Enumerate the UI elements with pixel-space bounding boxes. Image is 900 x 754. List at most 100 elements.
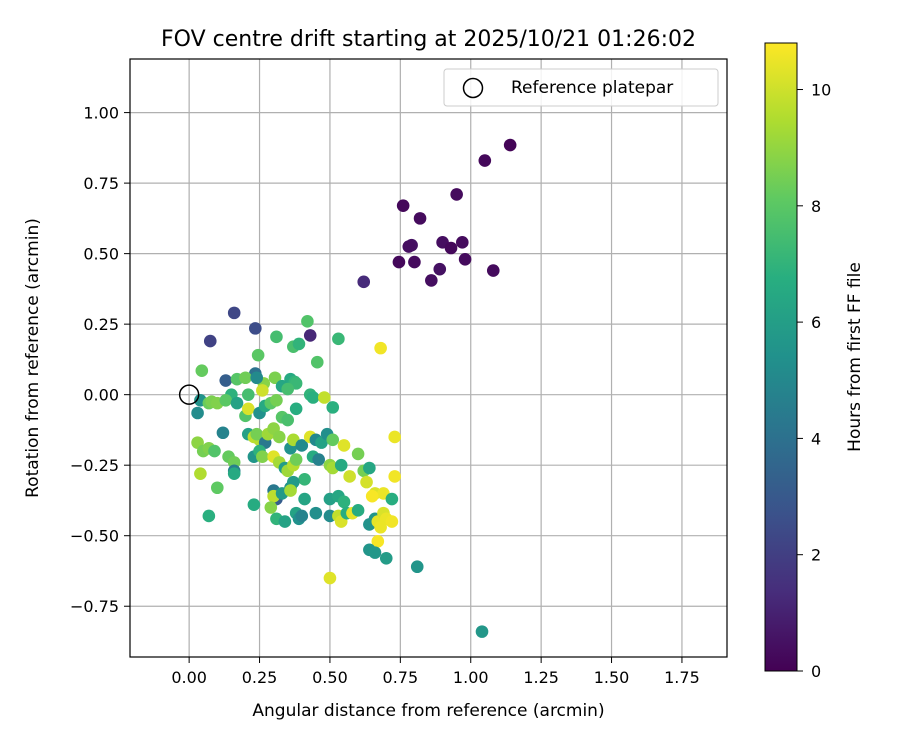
data-point bbox=[318, 391, 331, 404]
data-point bbox=[281, 413, 294, 427]
data-point bbox=[272, 430, 286, 444]
data-point bbox=[208, 444, 221, 458]
data-point bbox=[227, 306, 241, 320]
data-point bbox=[385, 515, 399, 528]
data-point bbox=[241, 388, 255, 401]
data-point bbox=[278, 515, 292, 528]
colorbar-tick-label: 4 bbox=[811, 429, 821, 448]
y-tick-label: 0.00 bbox=[83, 386, 119, 405]
data-point bbox=[309, 506, 323, 520]
data-point bbox=[295, 439, 309, 452]
reference-platepar-marker bbox=[178, 384, 200, 405]
colorbar-ticks: 0 2 4 6 8 10 bbox=[797, 81, 831, 681]
data-point bbox=[374, 520, 387, 534]
data-point bbox=[281, 382, 294, 396]
y-tick-label: 1.00 bbox=[83, 104, 119, 123]
data-point bbox=[270, 394, 283, 407]
data-point bbox=[312, 453, 325, 466]
x-axis-label: Angular distance from reference (arcmin) bbox=[252, 701, 604, 721]
x-tick-label: 0.50 bbox=[312, 668, 348, 687]
data-point bbox=[292, 337, 306, 351]
legend-reference-icon bbox=[462, 77, 484, 99]
data-point bbox=[194, 467, 207, 480]
data-point bbox=[334, 458, 348, 472]
colorbar-label: Hours from first FF file bbox=[845, 262, 865, 452]
data-point bbox=[219, 394, 233, 407]
x-tick-label: 1.75 bbox=[664, 668, 700, 687]
data-point bbox=[298, 492, 311, 506]
data-point bbox=[289, 402, 303, 416]
data-point bbox=[239, 371, 252, 385]
data-point bbox=[227, 467, 241, 480]
data-point bbox=[385, 492, 399, 506]
data-point bbox=[444, 241, 458, 255]
data-point bbox=[337, 439, 351, 452]
data-point bbox=[410, 560, 424, 574]
colorbar-tick-label: 8 bbox=[811, 197, 821, 216]
data-point bbox=[295, 509, 309, 523]
data-point bbox=[210, 481, 224, 495]
y-axis-ticks: −0.75 −0.50 −0.25 0.00 0.25 0.50 0.75 1.00 bbox=[70, 104, 130, 616]
data-point bbox=[371, 535, 385, 548]
colorbar-tick-label: 0 bbox=[811, 662, 821, 681]
data-point bbox=[408, 255, 421, 269]
data-point bbox=[303, 329, 317, 342]
x-tick-label: 0.25 bbox=[242, 668, 278, 687]
data-point bbox=[306, 391, 320, 404]
data-point bbox=[396, 199, 410, 212]
data-point bbox=[475, 625, 489, 638]
data-point bbox=[310, 355, 324, 369]
data-point bbox=[360, 475, 373, 489]
x-tick-label: 1.00 bbox=[453, 668, 489, 687]
data-point bbox=[326, 433, 340, 447]
data-point bbox=[351, 504, 365, 517]
data-point bbox=[191, 406, 204, 420]
data-point bbox=[323, 571, 337, 585]
data-point bbox=[230, 396, 244, 410]
data-point bbox=[458, 252, 472, 266]
y-tick-label: −0.50 bbox=[70, 527, 119, 546]
colorbar-tick-label: 10 bbox=[811, 81, 831, 100]
data-point bbox=[351, 447, 365, 461]
data-point bbox=[289, 453, 303, 466]
x-tick-label: 1.50 bbox=[594, 668, 630, 687]
data-point bbox=[368, 546, 382, 559]
y-tick-label: 0.25 bbox=[83, 315, 119, 334]
data-point bbox=[388, 430, 402, 444]
legend-label: Reference platepar bbox=[511, 78, 673, 98]
chart-title: FOV centre drift starting at 2025/10/21 … bbox=[161, 27, 696, 52]
data-point bbox=[256, 450, 269, 464]
colorbar-tick-label: 6 bbox=[811, 313, 821, 332]
data-point bbox=[195, 364, 209, 377]
data-point bbox=[332, 332, 345, 346]
data-point bbox=[388, 470, 402, 483]
data-point bbox=[450, 188, 463, 201]
y-tick-label: −0.25 bbox=[70, 456, 119, 475]
data-point bbox=[503, 138, 517, 152]
data-point bbox=[298, 472, 311, 486]
legend: Reference platepar bbox=[443, 68, 719, 107]
y-tick-label: 0.75 bbox=[83, 174, 119, 193]
data-point bbox=[264, 501, 278, 514]
data-point bbox=[284, 484, 297, 497]
data-point bbox=[202, 509, 216, 523]
data-point bbox=[374, 341, 387, 355]
data-point bbox=[357, 275, 371, 289]
data-point bbox=[413, 212, 427, 225]
data-point bbox=[270, 330, 283, 344]
legend-box bbox=[443, 68, 719, 107]
x-tick-label: 0.75 bbox=[383, 668, 419, 687]
colorbar-gradient bbox=[764, 42, 798, 672]
data-point bbox=[250, 427, 264, 441]
colorbar-tick-label: 2 bbox=[811, 546, 821, 565]
data-point bbox=[337, 495, 351, 509]
x-tick-label: 0.00 bbox=[171, 668, 207, 687]
data-point bbox=[478, 154, 492, 167]
data-point bbox=[256, 384, 269, 397]
x-tick-label: 1.25 bbox=[523, 668, 559, 687]
data-point bbox=[363, 461, 376, 475]
data-point bbox=[203, 334, 217, 348]
data-point bbox=[365, 489, 379, 503]
data-point bbox=[433, 262, 447, 276]
